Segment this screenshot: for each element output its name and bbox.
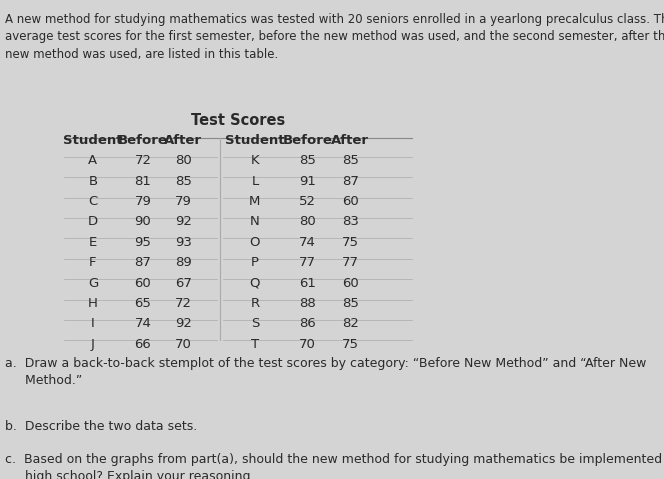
Text: 77: 77 <box>342 256 359 269</box>
Text: 60: 60 <box>342 277 359 290</box>
Text: 93: 93 <box>175 236 192 249</box>
Text: 85: 85 <box>175 175 192 188</box>
Text: G: G <box>88 277 98 290</box>
Text: 74: 74 <box>135 318 151 331</box>
Text: A: A <box>88 154 98 167</box>
Text: T: T <box>251 338 259 351</box>
Text: 85: 85 <box>299 154 316 167</box>
Text: 79: 79 <box>175 195 192 208</box>
Text: 74: 74 <box>299 236 316 249</box>
Text: Before: Before <box>118 134 168 147</box>
Text: 61: 61 <box>299 277 316 290</box>
Text: After: After <box>331 134 369 147</box>
Text: 72: 72 <box>134 154 151 167</box>
Text: 89: 89 <box>175 256 192 269</box>
Text: 77: 77 <box>299 256 316 269</box>
Text: B: B <box>88 175 98 188</box>
Text: J: J <box>91 338 95 351</box>
Text: 81: 81 <box>135 175 151 188</box>
Text: 75: 75 <box>342 338 359 351</box>
Text: H: H <box>88 297 98 310</box>
Text: E: E <box>89 236 97 249</box>
Text: O: O <box>250 236 260 249</box>
Text: I: I <box>91 318 95 331</box>
Text: 88: 88 <box>299 297 315 310</box>
Text: 91: 91 <box>299 175 316 188</box>
Text: a.  Draw a back-to-back stemplot of the test scores by category: “Before New Met: a. Draw a back-to-back stemplot of the t… <box>5 356 646 387</box>
Text: c.  Based on the graphs from part(a), should the new method for studying mathema: c. Based on the graphs from part(a), sho… <box>5 453 664 479</box>
Text: N: N <box>250 216 260 228</box>
Text: b.  Describe the two data sets.: b. Describe the two data sets. <box>5 420 197 433</box>
Text: 86: 86 <box>299 318 315 331</box>
Text: 95: 95 <box>135 236 151 249</box>
Text: 87: 87 <box>342 175 359 188</box>
Text: 70: 70 <box>175 338 192 351</box>
Text: 80: 80 <box>299 216 315 228</box>
Text: 60: 60 <box>342 195 359 208</box>
Text: 79: 79 <box>135 195 151 208</box>
Text: 72: 72 <box>175 297 192 310</box>
Text: 60: 60 <box>135 277 151 290</box>
Text: Q: Q <box>250 277 260 290</box>
Text: Student: Student <box>225 134 285 147</box>
Text: After: After <box>165 134 203 147</box>
Text: 67: 67 <box>175 277 192 290</box>
Text: S: S <box>251 318 259 331</box>
Text: 80: 80 <box>175 154 192 167</box>
Text: C: C <box>88 195 98 208</box>
Text: 75: 75 <box>342 236 359 249</box>
Text: F: F <box>89 256 97 269</box>
Text: 92: 92 <box>175 318 192 331</box>
Text: L: L <box>251 175 258 188</box>
Text: P: P <box>251 256 259 269</box>
Text: Test Scores: Test Scores <box>191 113 286 127</box>
Text: 85: 85 <box>342 154 359 167</box>
Text: A new method for studying mathematics was tested with 20 seniors enrolled in a y: A new method for studying mathematics wa… <box>5 13 664 61</box>
Text: 85: 85 <box>342 297 359 310</box>
Text: Student: Student <box>63 134 123 147</box>
Text: 66: 66 <box>135 338 151 351</box>
Text: 83: 83 <box>342 216 359 228</box>
Text: 65: 65 <box>135 297 151 310</box>
Text: K: K <box>250 154 259 167</box>
Text: 70: 70 <box>299 338 316 351</box>
Text: M: M <box>249 195 260 208</box>
Text: R: R <box>250 297 260 310</box>
Text: Before: Before <box>282 134 332 147</box>
Text: 82: 82 <box>342 318 359 331</box>
Text: D: D <box>88 216 98 228</box>
Text: 92: 92 <box>175 216 192 228</box>
Text: 52: 52 <box>299 195 316 208</box>
Text: 90: 90 <box>135 216 151 228</box>
Text: 87: 87 <box>135 256 151 269</box>
